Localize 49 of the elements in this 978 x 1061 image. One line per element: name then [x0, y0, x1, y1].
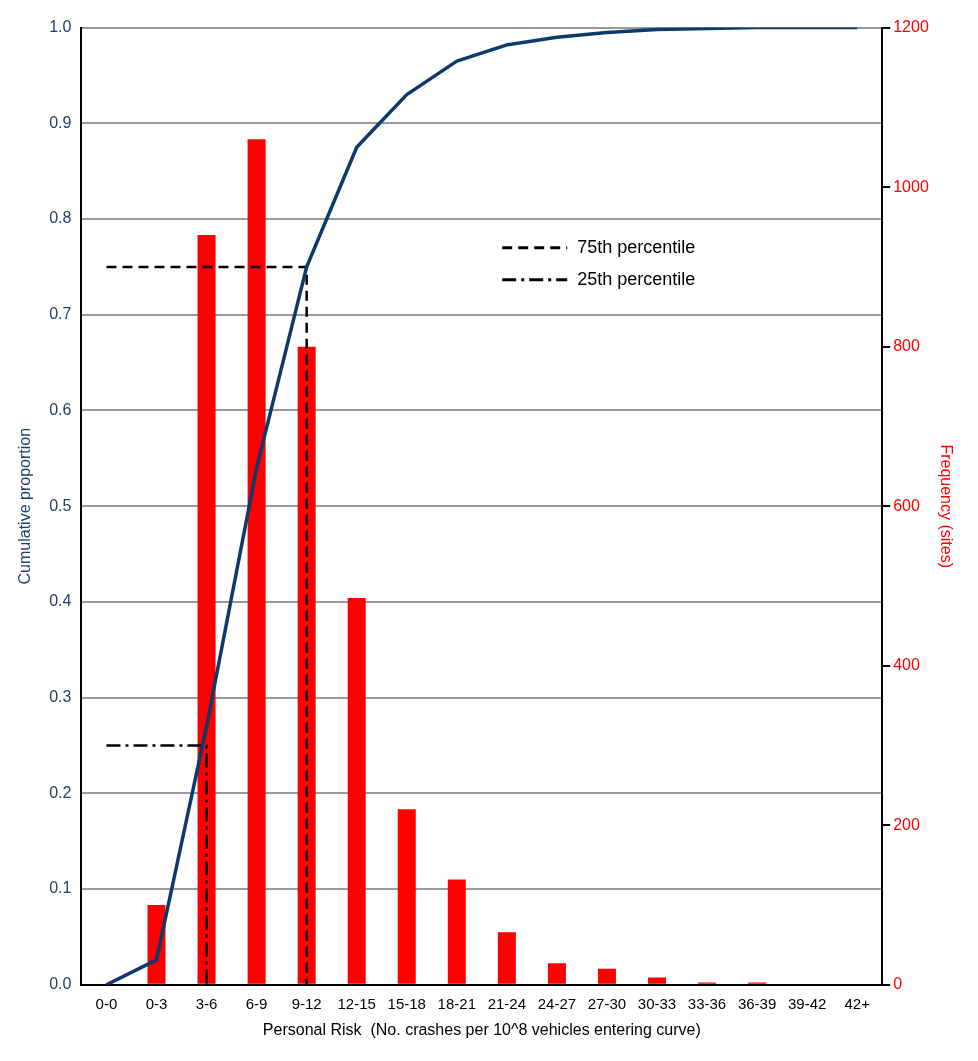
y-tick-label: 1.0 [49, 18, 72, 36]
y2-tick-label: 400 [893, 656, 920, 674]
bar [197, 234, 216, 984]
x-tick-label: 39-42 [787, 994, 827, 1012]
x-tick-label: 6-9 [245, 994, 268, 1012]
y2-axis-title: Frequency (sites) [937, 444, 955, 568]
x-tick-label: 21-24 [487, 994, 527, 1012]
x-tick-label: 3-6 [195, 994, 218, 1012]
bar [647, 977, 666, 984]
y-tick-label: 0.1 [49, 879, 72, 897]
legend-label: 75th percentile [577, 236, 696, 257]
y-tick-label: 0.0 [49, 975, 72, 993]
x-tick-label: 12-15 [337, 994, 376, 1012]
y2-tick-label: 1000 [893, 177, 929, 195]
bar [547, 963, 566, 984]
bar [347, 597, 366, 984]
bar [247, 139, 266, 984]
y-tick-label: 0.2 [49, 783, 72, 801]
x-tick-label: 0-0 [95, 994, 118, 1012]
y-tick-label: 0.7 [49, 305, 72, 323]
x-tick-label: 33-36 [687, 994, 727, 1012]
x-tick-label: 36-39 [737, 994, 777, 1012]
x-tick-label: 27-30 [587, 994, 627, 1012]
y2-tick-label: 600 [893, 496, 920, 514]
x-tick-label: 18-21 [437, 994, 476, 1012]
y-axis-title: Cumulative proportion [16, 427, 34, 585]
bar [397, 809, 416, 984]
x-tick-label: 0-3 [145, 994, 168, 1012]
legend-label: 25th percentile [577, 268, 696, 289]
x-tick-label: 15-18 [387, 994, 426, 1012]
y2-tick-label: 200 [893, 815, 920, 833]
y-tick-label: 0.3 [49, 688, 72, 706]
bar [597, 968, 616, 984]
x-axis-title: Personal Risk (No. crashes per 10^8 vehicles entering curve) [262, 1020, 701, 1038]
y2-tick-label: 1200 [893, 18, 929, 36]
y-tick-label: 0.5 [49, 496, 72, 514]
x-tick-label: 9-12 [291, 994, 322, 1012]
y2-tick-label: 800 [893, 337, 920, 355]
bar [497, 932, 516, 984]
y-tick-label: 0.9 [49, 113, 72, 131]
x-tick-label: 42+ [844, 994, 871, 1012]
y-tick-label: 0.4 [49, 592, 72, 610]
x-tick-label: 30-33 [637, 994, 677, 1012]
y2-tick-label: 0 [893, 975, 903, 993]
bar [297, 346, 316, 984]
y-tick-label: 0.6 [49, 400, 72, 418]
y-tick-label: 0.8 [49, 209, 72, 227]
x-tick-label: 24-27 [537, 994, 577, 1012]
bar [447, 879, 466, 984]
